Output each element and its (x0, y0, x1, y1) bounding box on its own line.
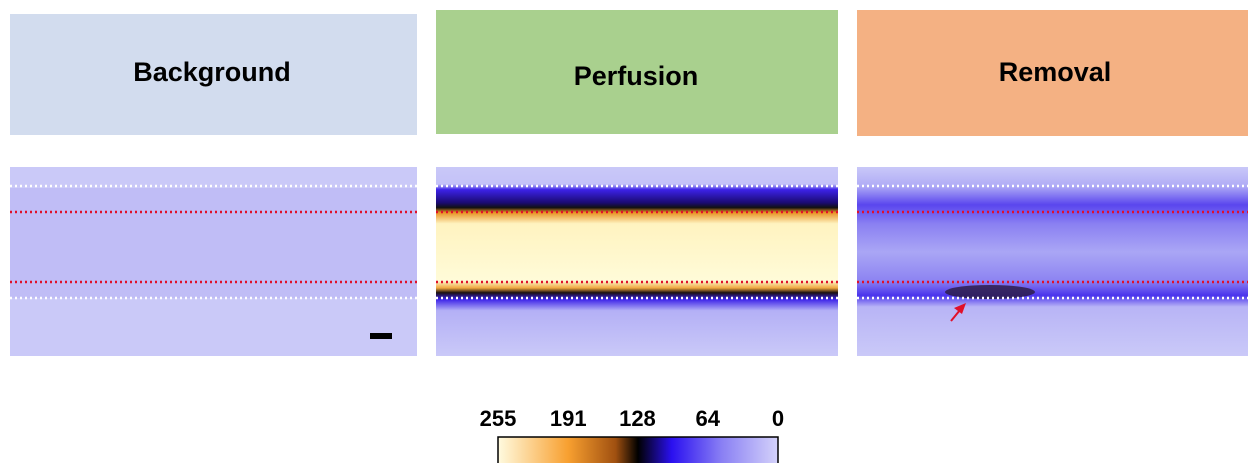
guide-lines (10, 184, 1248, 300)
colorbar-tick-label: 0 (772, 406, 784, 431)
panel-title: Perfusion (574, 61, 699, 91)
scale-bar (370, 333, 392, 339)
header-box (857, 10, 1248, 136)
header-box (10, 14, 417, 135)
colorbar (497, 436, 779, 463)
image (436, 167, 838, 356)
colorbar-tick-label: 255 (480, 406, 517, 431)
channel (10, 188, 417, 298)
header-box (436, 10, 838, 134)
arrow (950, 309, 961, 322)
dark-spot (945, 285, 1035, 299)
arrow-head (954, 303, 966, 314)
colorbar-tick-label: 128 (619, 406, 656, 431)
panel-title: Removal (999, 57, 1112, 87)
panel-title: Background (133, 57, 291, 87)
colorbar-tick-label: 191 (550, 406, 587, 431)
image (857, 167, 1248, 356)
colorbar-ticks: 255 191 128 64 0 (480, 406, 784, 431)
colorbar-tick-label: 64 (695, 406, 720, 431)
